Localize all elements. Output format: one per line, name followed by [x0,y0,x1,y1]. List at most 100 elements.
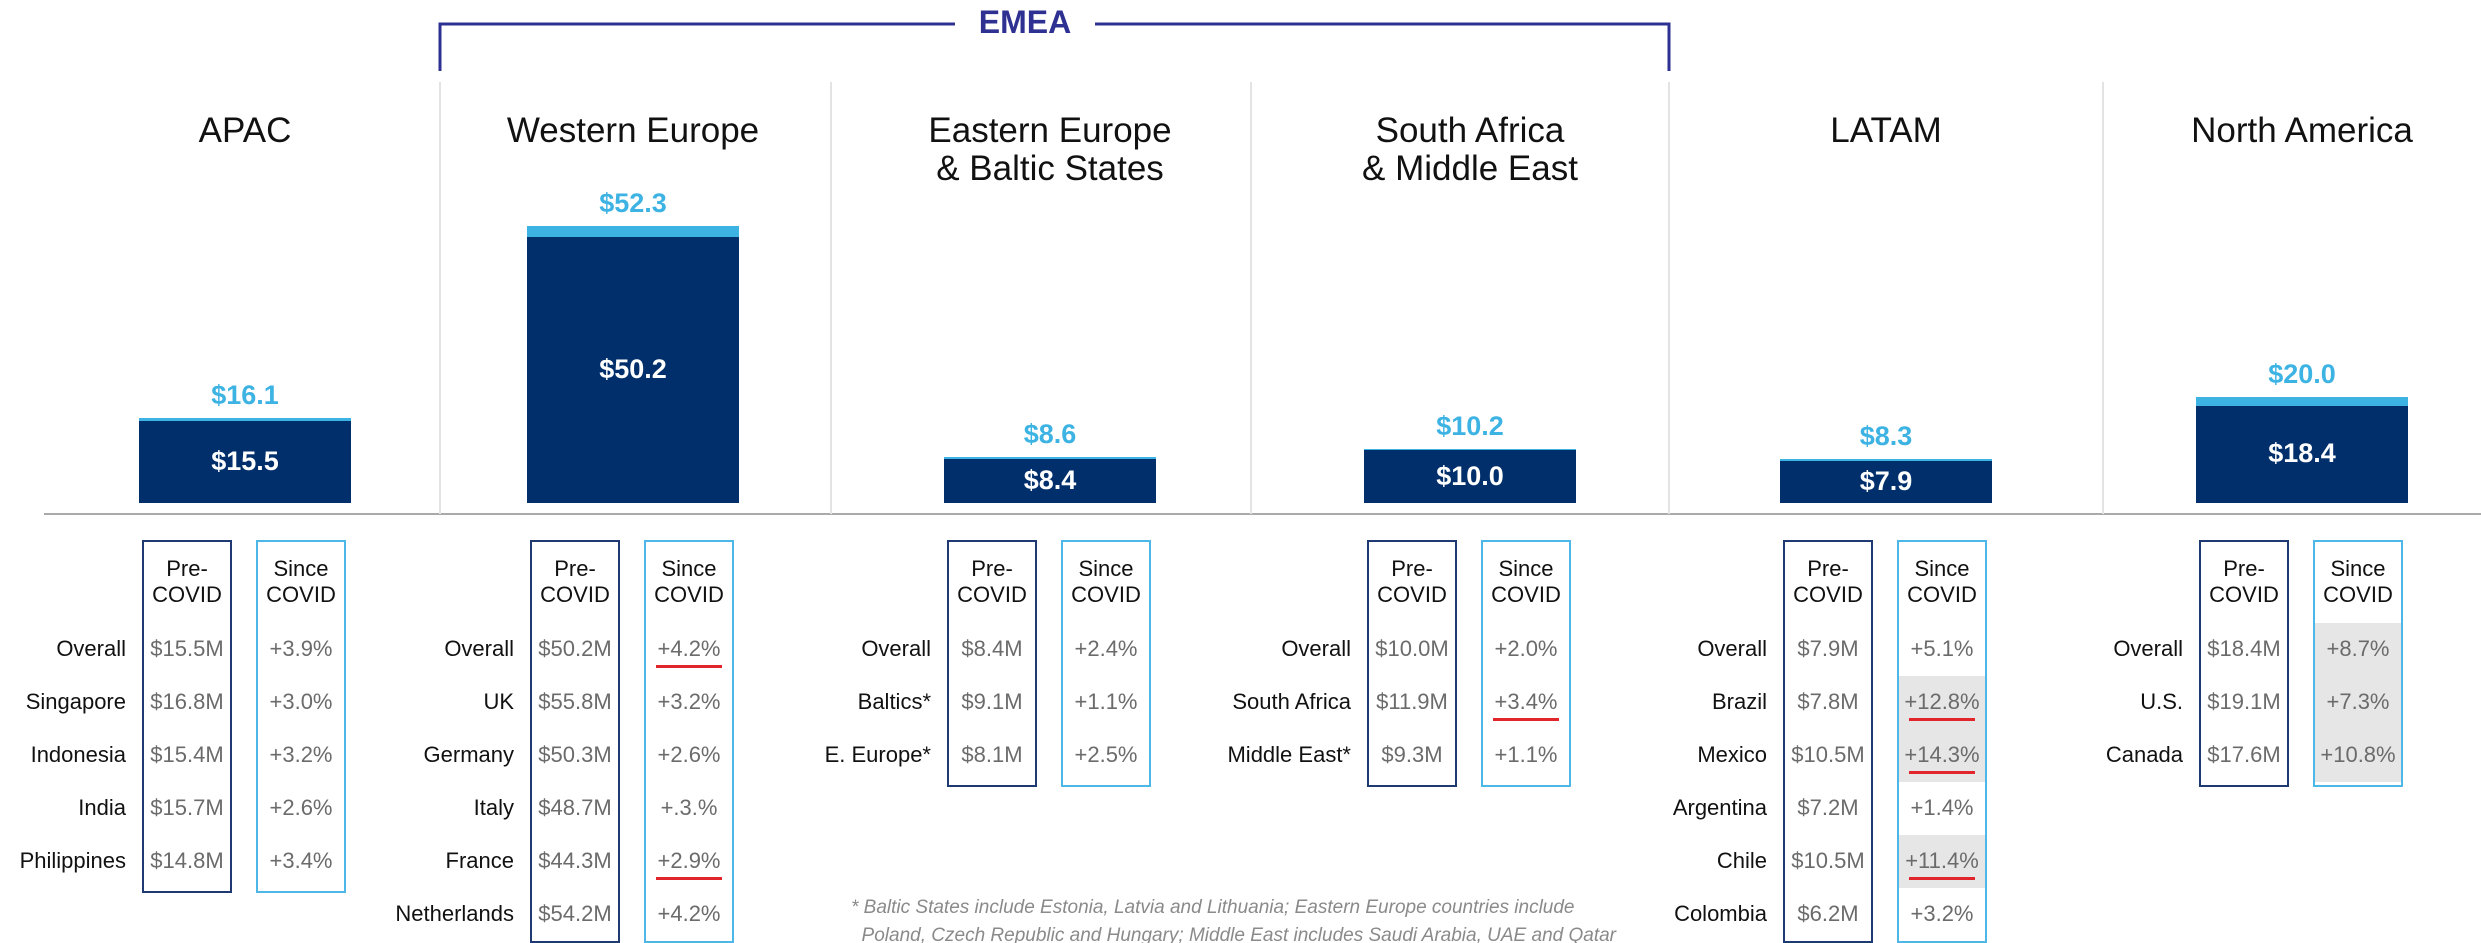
since-value: +3.9% [269,636,333,661]
underline [1909,718,1975,721]
bracket-right [1095,22,1671,71]
value-label: $50.2 [599,354,667,385]
column-header: Since COVID [1071,556,1141,607]
column-header: Pre- COVID [1377,556,1447,607]
pre-value: $14.8M [150,848,224,873]
row-label: Indonesia [30,742,126,767]
pre-value: $54.2M [538,901,612,926]
pre-value: $15.5M [150,636,224,661]
row-label: South Africa [1232,689,1351,714]
region-title: Eastern Europe & Baltic States [928,111,1172,188]
since-box [1897,540,1987,943]
bar [139,420,351,503]
pre-value: $10.5M [1791,742,1865,767]
value-label: $18.4 [2268,438,2336,469]
pre-value: $11.9M [1376,689,1448,714]
row-label: UK [483,689,514,714]
since-value: +12.8% [1904,689,1980,714]
region-title: South Africa & Middle East [1362,111,1578,188]
column-header: Pre- COVID [957,556,1027,607]
since-value: +2.9% [657,848,721,873]
row-label: Philippines [19,848,126,873]
value-label: $15.5 [211,445,279,476]
group-label: EMEA [978,4,1072,40]
column-header: Since COVID [2323,556,2393,607]
pre-value: $9.1M [961,689,1023,714]
pre-value: $17.6M [2207,742,2281,767]
pre-value: $18.4M [2207,636,2281,661]
region-title: LATAM [1830,111,1942,150]
row-label: E. Europe* [824,742,931,767]
since-value: +4.2% [657,901,721,926]
since-value: +8.7% [2326,636,2390,661]
since-box [1061,540,1151,787]
row-label: Overall [444,636,514,661]
pre-value: $7.9M [1797,636,1859,661]
row-label: Italy [473,795,514,820]
column-header: Since COVID [1491,556,1561,607]
bar [944,458,1156,503]
since-value: +3.2% [1910,901,1974,926]
since-box [644,540,734,943]
pre-value: $50.3M [538,742,612,767]
row-label: France [445,848,514,873]
row-label: Overall [861,636,931,661]
pre-box [1783,540,1873,943]
value-label: $8.3 [1859,421,1913,452]
since-box [2313,540,2403,787]
row-label: Brazil [1711,689,1767,714]
region-title: North America [2191,111,2413,150]
highlight [2315,623,2401,676]
value-label: $7.9 [1859,466,1913,497]
row-label: Colombia [1674,901,1767,926]
since-value: +2.5% [1074,742,1138,767]
since-value: +1.4% [1910,795,1974,820]
row-label: India [78,795,126,820]
row-label: Mexico [1697,742,1767,767]
row-label: Overall [56,636,126,661]
column-header: Pre- COVID [2209,556,2279,607]
since-box [256,540,346,893]
value-label: $20.0 [2268,359,2336,390]
since-value: +2.0% [1494,636,1558,661]
since-value: +1.1% [1074,689,1138,714]
since-value: +3.4% [1494,689,1558,714]
row-label: Baltics* [857,689,931,714]
pre-box [1367,540,1457,787]
pre-value: $8.1M [961,742,1023,767]
since-value: +2.4% [1074,636,1138,661]
highlight [2315,676,2401,729]
highlight [2315,729,2401,782]
underline [656,665,722,668]
underline [1909,771,1975,774]
row-label: Overall [1281,636,1351,661]
since-value: +.3.% [660,795,718,820]
since-value: +4.2% [657,636,721,661]
bar [1364,450,1576,503]
pre-value: $16.8M [150,689,224,714]
bar [1780,461,1992,503]
since-box [1481,540,1571,787]
value-label: $16.1 [211,379,279,410]
since-value: +14.3% [1904,742,1980,767]
since-value: +3.2% [657,689,721,714]
column-header: Pre- COVID [1793,556,1863,607]
row-label: Germany [423,742,514,767]
pre-box [947,540,1037,787]
bar [527,237,739,503]
pre-value: $7.2M [1797,795,1859,820]
row-label: Singapore [25,689,126,714]
pre-value: $44.3M [538,848,612,873]
region-title: APAC [198,111,292,150]
value-label: $52.3 [599,188,667,219]
pre-value: $15.7M [150,795,224,820]
value-label: $8.4 [1023,464,1077,495]
since-value: +3.0% [269,689,333,714]
column-header: Pre- COVID [152,556,222,607]
pre-value: $10.0M [1375,636,1449,661]
region-title: Western Europe [506,111,760,150]
pre-value: $6.2M [1797,901,1859,926]
since-value: +11.4% [1905,848,1979,873]
column-header: Since COVID [654,556,724,607]
since-value: +10.8% [2320,742,2396,767]
